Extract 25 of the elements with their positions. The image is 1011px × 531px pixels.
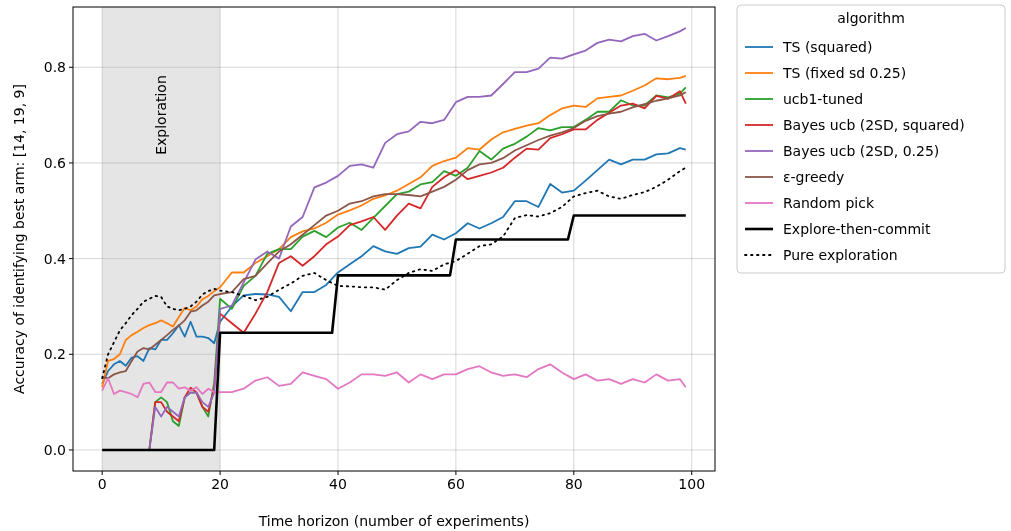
- legend-label: Explore-then-commit: [783, 221, 931, 237]
- legend-label: ε-greedy: [783, 169, 845, 185]
- y-tick-label: 0.6: [43, 154, 67, 171]
- y-tick-label: 0.0: [43, 441, 66, 458]
- x-tick-label: 20: [211, 476, 229, 492]
- y-tick-label: 0.8: [43, 59, 66, 76]
- legend-label: Bayes ucb (2SD, 0.25): [783, 143, 940, 159]
- x-axis-title: Time horizon (number of experiments): [257, 513, 530, 529]
- x-tick-label: 80: [564, 476, 583, 492]
- x-tick-label: 100: [678, 476, 706, 492]
- legend-label: Bayes ucb (2SD, squared): [783, 117, 965, 133]
- x-tick-label: 40: [329, 476, 347, 492]
- y-tick-label: 0.4: [43, 250, 67, 267]
- x-tick-label: 60: [446, 476, 465, 492]
- y-axis-title: Accuracy of identifying best arm: [14, 19, 9]: [11, 84, 27, 394]
- x-tick-label: 0: [97, 476, 107, 492]
- line-series: [101, 363, 687, 399]
- legend-label: TS (squared): [782, 39, 873, 55]
- legend-label: Pure exploration: [783, 247, 898, 263]
- legend-title: algorithm: [837, 10, 905, 26]
- legend-label: ucb1-tuned: [783, 91, 864, 107]
- legend-label: TS (fixed sd 0.25): [782, 65, 907, 81]
- legend-label: Random pick: [783, 195, 875, 211]
- band-label: Exploration: [153, 75, 170, 155]
- y-tick-label: 0.2: [43, 346, 66, 363]
